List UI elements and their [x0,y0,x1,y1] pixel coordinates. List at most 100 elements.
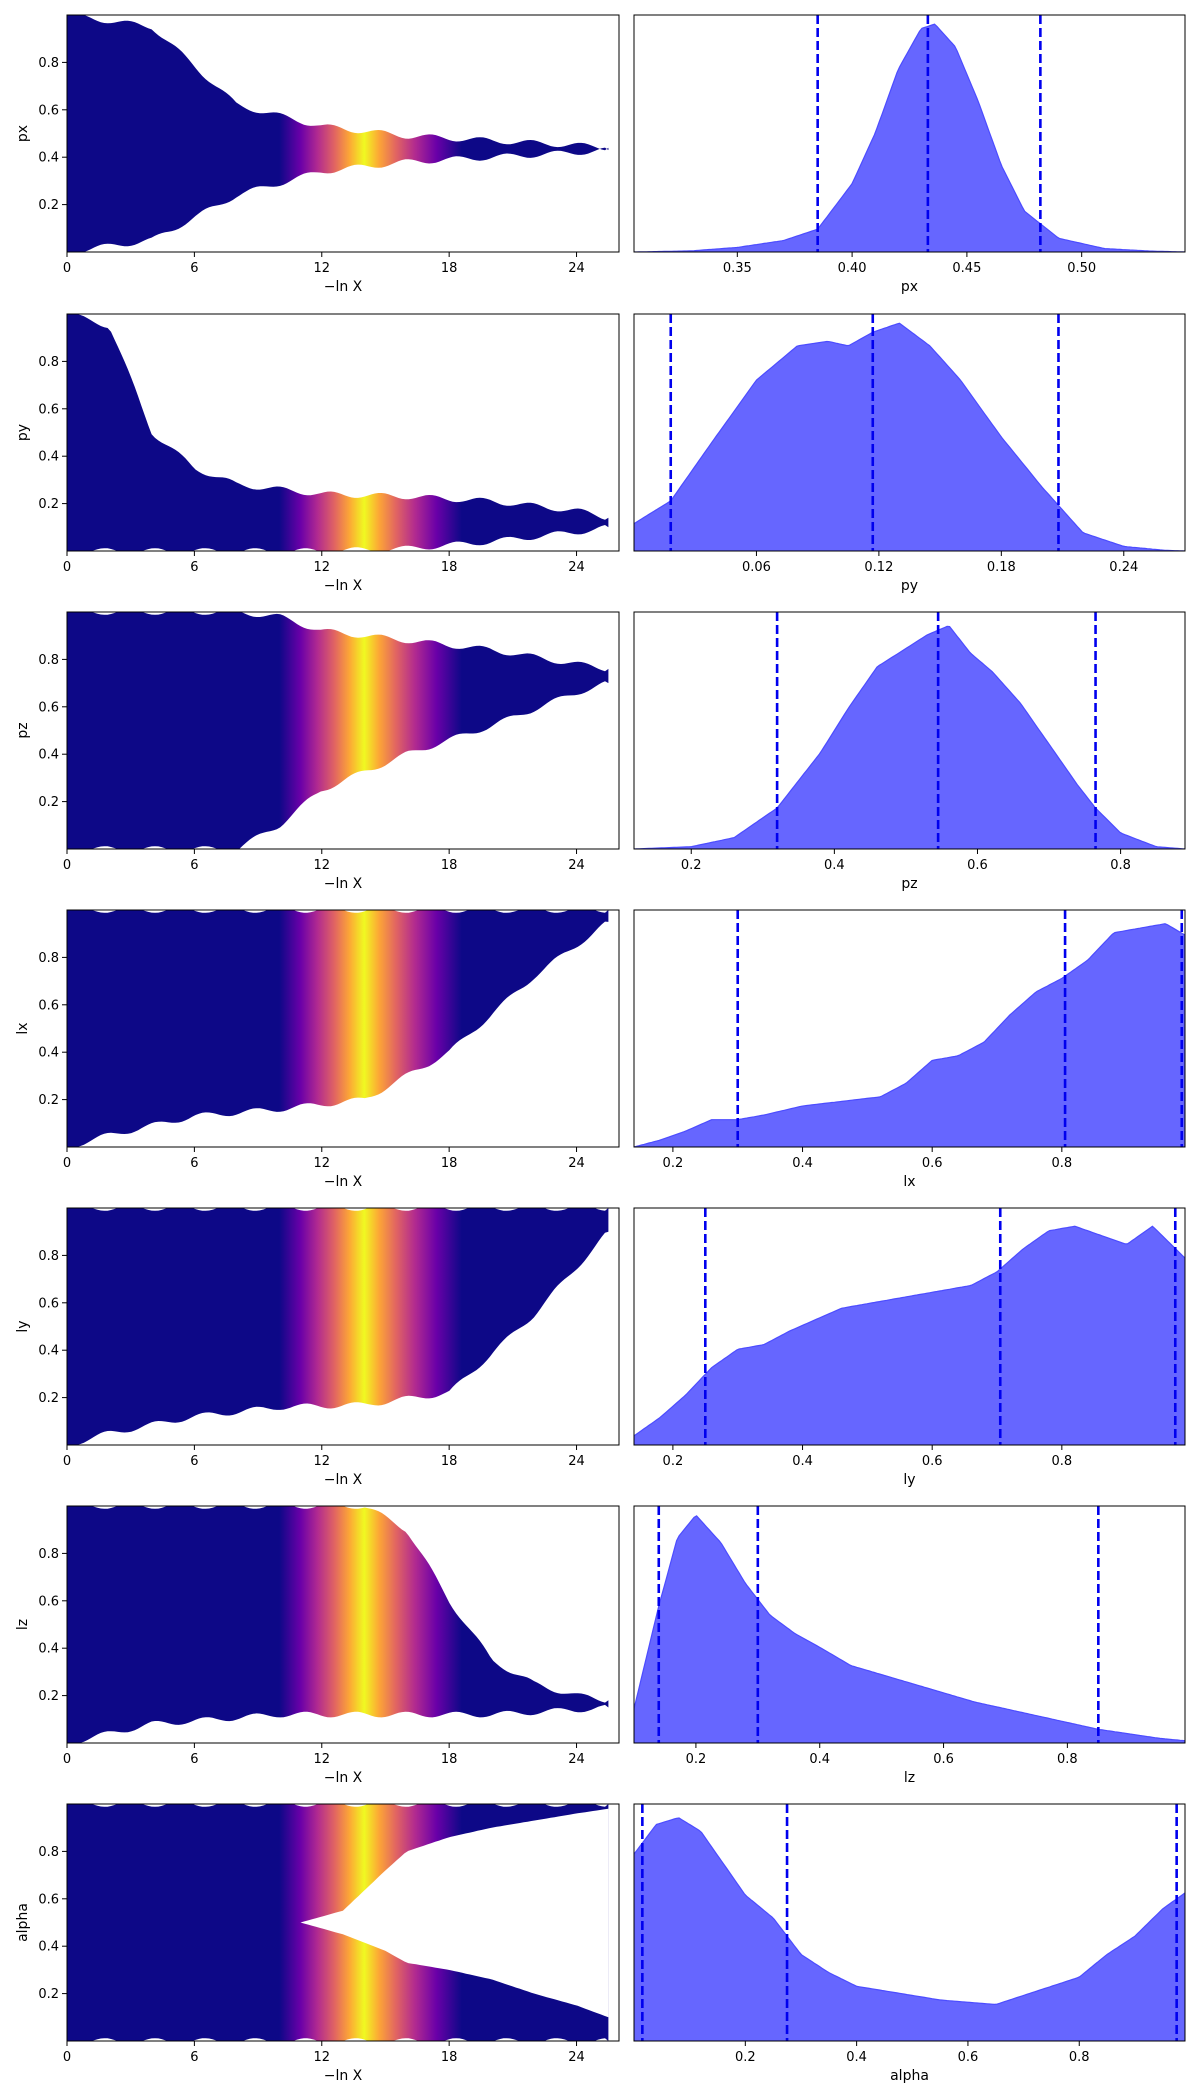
kde-px-xtick-label: 0.50 [1067,261,1096,276]
scatter-py-ytick-label: 0.8 [38,355,59,370]
scatter-lz-ytick-label: 0.2 [38,1689,59,1704]
kde-pz-xtick-label: 0.8 [1110,858,1131,873]
kde-alpha-density-area [634,1817,1185,2041]
kde-pz-xtick-label: 0.4 [824,858,845,873]
scatter-alpha-ylabel: alpha [15,1903,31,1942]
scatter-px-ytick-label: 0.2 [38,198,59,213]
scatter-pz-panel: 0.2 0.4 0.6 0.8 pz 0 6 12 18 24 −ln X [15,611,620,892]
scatter-py-ytick-label: 0.6 [38,402,59,417]
kde-ly-xtick-label: 0.2 [663,1454,684,1469]
kde-lx-xlabel: lx [903,1174,915,1190]
scatter-ly-points [67,1208,609,1445]
scatter-lx-ytick-label: 0.8 [38,951,59,966]
scatter-ly-xtick-label: 24 [568,1454,585,1469]
kde-lx-xaxis: 0.2 0.4 0.6 0.8 [663,1147,1072,1171]
kde-alpha-frame [633,1803,1186,2042]
scatter-ly-ylabel: ly [15,1320,31,1332]
kde-py-xtick-label: 0.06 [742,560,771,575]
scatter-pz-ytick-label: 0.2 [38,795,59,810]
scatter-alpha-xlabel: −ln X [324,2068,363,2084]
scatter-lz-xlabel: −ln X [324,1770,363,1786]
scatter-px-xtick-label: 12 [313,261,330,276]
scatter-lx-ytick-label: 0.2 [38,1093,59,1108]
scatter-lx-panel: 0.2 0.4 0.6 0.8 lx 0 6 12 18 24 −ln X [15,909,620,1190]
scatter-pz-frame [66,611,620,850]
scatter-pz-xtick-label: 18 [441,858,458,873]
scatter-pz-ylabel: pz [15,722,31,738]
scatter-pz-points [67,612,609,849]
scatter-pz-xtick-label: 0 [63,858,71,873]
kde-alpha-panel: 0.2 0.4 0.6 0.8 alpha [633,1803,1186,2084]
scatter-lz-xtick-label: 12 [313,1752,330,1767]
kde-lx-xtick-label: 0.6 [922,1156,943,1171]
kde-lx-xtick-label: 0.8 [1051,1156,1072,1171]
scatter-pz-xtick-label: 12 [313,858,330,873]
scatter-py-panel: 0.2 0.4 0.6 0.8 py 0 6 12 18 24 −ln X [15,313,620,594]
scatter-alpha-ytick-label: 0.8 [38,1845,59,1860]
scatter-px-xaxis: 0 6 12 18 24 [63,252,585,276]
kde-alpha-xtick-label: 0.2 [735,2050,756,2065]
kde-py-xtick-label: 0.12 [864,560,893,575]
kde-alpha-xtick-label: 0.8 [1069,2050,1090,2065]
scatter-lx-points [67,910,609,1147]
kde-ly-xtick-label: 0.6 [922,1454,943,1469]
kde-px-xaxis: 0.35 0.40 0.45 0.50 [723,252,1096,276]
scatter-px-ytick-label: 0.4 [38,151,59,166]
kde-ly-frame [633,1207,1186,1446]
kde-py-density-area [634,322,1185,551]
kde-lz-xaxis: 0.2 0.4 0.6 0.8 [686,1743,1078,1767]
scatter-alpha-ytick-label: 0.2 [38,1987,59,2002]
scatter-pz-ytick-label: 0.4 [38,748,59,763]
scatter-lz-ytick-label: 0.4 [38,1642,59,1657]
scatter-py-ylabel: py [15,424,31,441]
kde-py-panel: 0.06 0.12 0.18 0.24 py [633,313,1186,594]
kde-lz-xtick-label: 0.2 [686,1752,707,1767]
scatter-px-ylabel: px [15,125,31,142]
scatter-lz-ytick-label: 0.6 [38,1594,59,1609]
scatter-py-xaxis: 0 6 12 18 24 [63,551,585,575]
scatter-px-points [67,15,609,252]
scatter-ly-ytick-label: 0.4 [38,1344,59,1359]
kde-lz-xlabel: lz [904,1770,915,1786]
kde-ly-xtick-label: 0.8 [1051,1454,1072,1469]
scatter-px-xtick-label: 6 [190,261,198,276]
scatter-px-xtick-label: 18 [441,261,458,276]
scatter-py-points [67,314,609,551]
scatter-lx-xtick-label: 24 [568,1156,585,1171]
scatter-py-frame [66,313,620,552]
scatter-lx-xtick-label: 6 [190,1156,198,1171]
scatter-lz-xaxis: 0 6 12 18 24 [63,1743,585,1767]
kde-lx-xtick-label: 0.4 [792,1156,813,1171]
scatter-lz-frame [66,1505,620,1744]
scatter-alpha-ytick-label: 0.6 [38,1892,59,1907]
kde-py-xtick-label: 0.18 [987,560,1016,575]
scatter-alpha-xaxis: 0 6 12 18 24 [63,2041,585,2065]
scatter-lz-xtick-label: 6 [190,1752,198,1767]
scatter-alpha-ytick-label: 0.4 [38,1940,59,1955]
scatter-lz-xtick-label: 0 [63,1752,71,1767]
kde-lx-density-area [634,923,1185,1147]
kde-pz-xaxis: 0.2 0.4 0.6 0.8 [681,849,1131,873]
kde-pz-density-area [634,625,1185,849]
kde-py-frame [633,313,1186,552]
scatter-px-panel: 0.2 0.4 0.6 0.8 px 0 6 12 18 24 −ln X [15,14,620,295]
scatter-alpha-xtick-label: 12 [313,2050,330,2065]
kde-ly-panel: 0.2 0.4 0.6 0.8 ly [633,1207,1186,1488]
scatter-alpha-xtick-label: 0 [63,2050,71,2065]
scatter-pz-xlabel: −ln X [324,876,363,892]
kde-py-xlabel: py [901,578,918,594]
scatter-alpha-xtick-label: 6 [190,2050,198,2065]
scatter-px-xlabel: −ln X [324,279,363,295]
scatter-alpha-xtick-label: 24 [568,2050,585,2065]
scatter-ly-xtick-label: 18 [441,1454,458,1469]
kde-alpha-xtick-label: 0.4 [846,2050,867,2065]
scatter-py-xtick-label: 0 [63,560,71,575]
scatter-pz-xtick-label: 24 [568,858,585,873]
kde-ly-xlabel: ly [903,1472,915,1488]
scatter-lx-xtick-label: 18 [441,1156,458,1171]
scatter-lz-ylabel: lz [15,1619,31,1630]
kde-px-density-area [634,23,1185,252]
scatter-pz-xaxis: 0 6 12 18 24 [63,849,585,873]
scatter-lz-points [67,1506,609,1743]
